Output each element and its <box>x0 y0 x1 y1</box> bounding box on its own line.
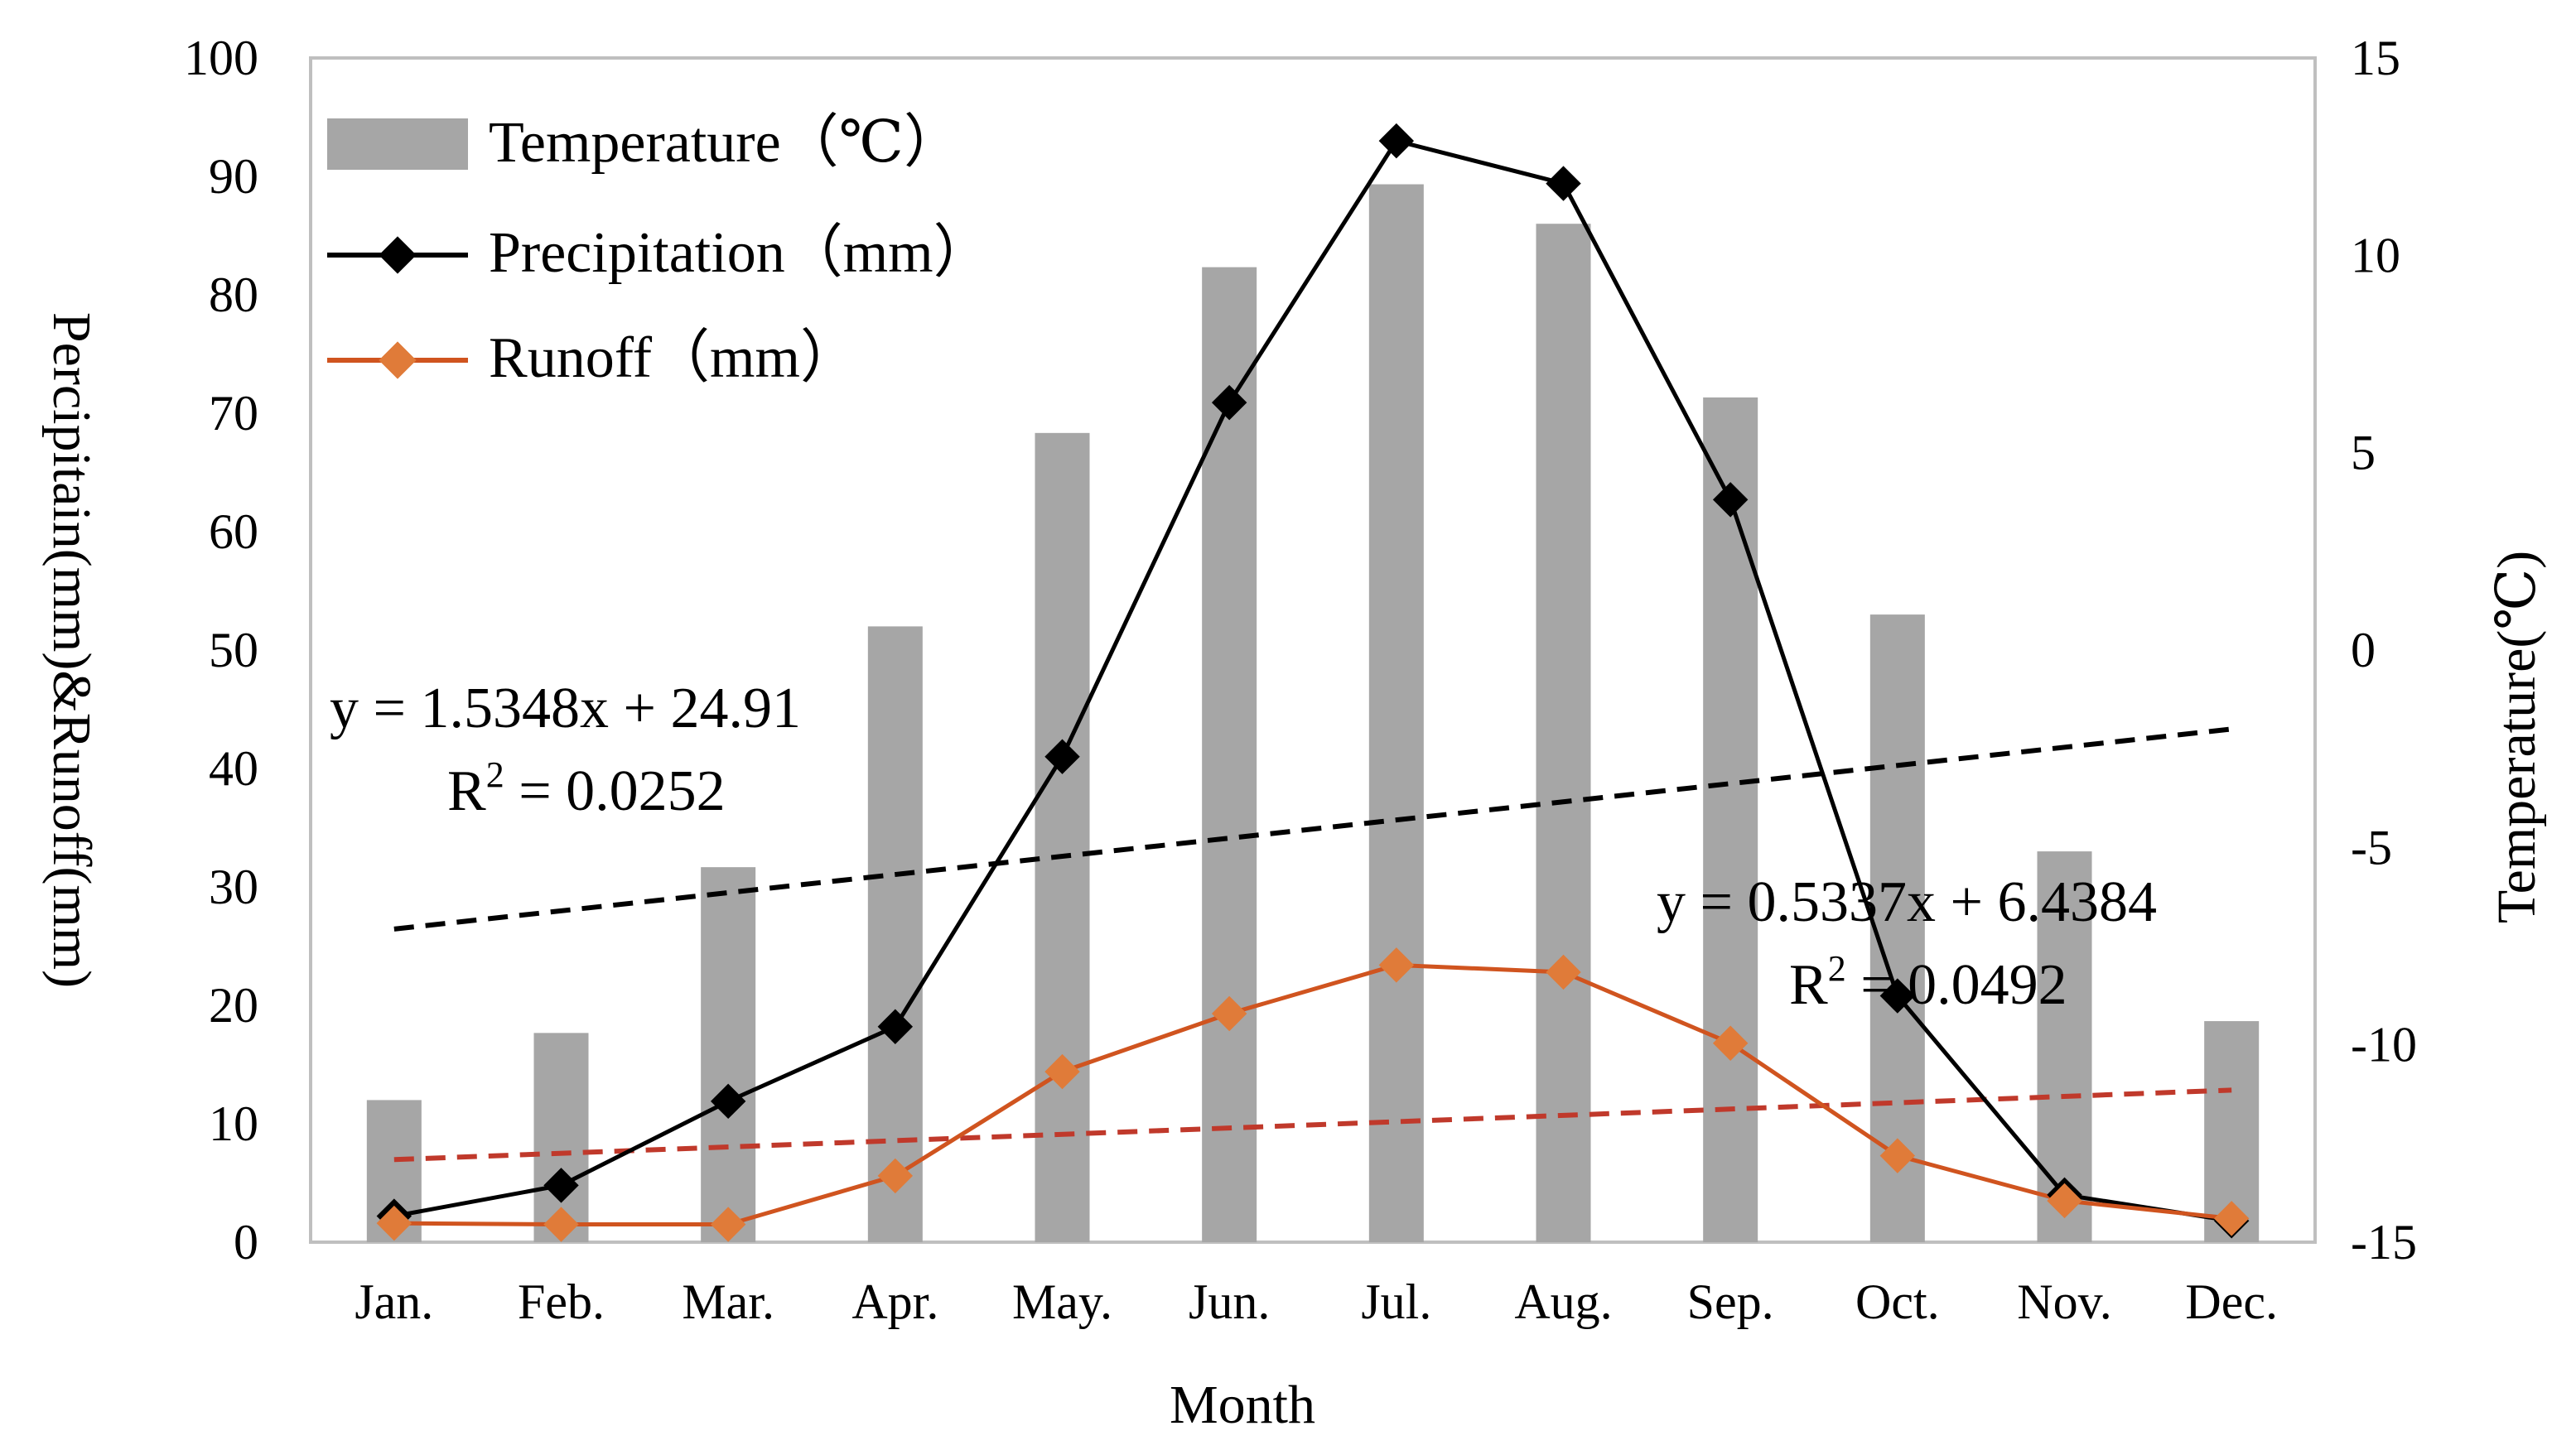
precipitation-mm-point-feb <box>543 1168 579 1203</box>
runoff-mm-line <box>393 962 2232 1227</box>
x-tick-label-mar: Mar. <box>682 1274 774 1329</box>
legend-label-temperature: Temperature（℃） <box>489 111 962 175</box>
precipitation-mm-point-aug <box>1546 166 1581 201</box>
legend-label-precipitation: Precipitation（mm） <box>489 221 991 285</box>
temperature-bar-nov <box>2037 851 2092 1242</box>
x-tick-label-may: May. <box>1012 1274 1112 1329</box>
y-right-tick-label: 10 <box>2351 228 2400 282</box>
y-axis-right-title: Temperature(℃) <box>2487 551 2547 923</box>
y-right-tick-label: 0 <box>2351 623 2376 677</box>
y-right-tick-label: 5 <box>2351 426 2376 480</box>
y-right-tick-label: -15 <box>2351 1215 2417 1270</box>
y-left-tick-label: 100 <box>184 31 258 85</box>
temperature-bar-may <box>1035 432 1090 1242</box>
x-tick-label-oct: Oct. <box>1855 1274 1940 1329</box>
trend-r2-prefix: R <box>447 759 486 823</box>
temperature-bar-oct <box>1869 614 1925 1242</box>
y-left-tick-label: 80 <box>209 267 258 322</box>
runoff-mm-point-feb <box>543 1207 579 1242</box>
precipitation-mm-point-may <box>1044 739 1080 774</box>
y-right-tick-label: -5 <box>2351 820 2392 874</box>
runoff-mm-point-oct <box>1879 1138 1916 1173</box>
runoff-mm-point-sep <box>1712 1025 1749 1061</box>
y-left-tick-label: 30 <box>209 860 258 914</box>
trend-r2-exp: 2 <box>486 754 504 795</box>
legend-label-runoff: Runoff（mm） <box>489 326 858 390</box>
precipitation-mm-point-jun <box>1211 384 1247 421</box>
x-tick-label-dec: Dec. <box>2185 1274 2278 1329</box>
trend-r2-runoff: R2 = 0.0492 <box>1789 948 2067 1017</box>
legend-marker-runoff <box>379 341 417 379</box>
x-tick-label-sep: Sep. <box>1687 1274 1774 1329</box>
temperature-bar-sep <box>1703 397 1758 1242</box>
runoff-mm-point-dec <box>2213 1201 2250 1236</box>
y-left-tick-label: 40 <box>209 741 258 796</box>
trend-r2-value: = 0.0492 <box>1846 953 2067 1017</box>
runoff-mm-trendline <box>393 1087 2232 1163</box>
runoff-mm-point-aug <box>1546 954 1581 990</box>
precipitation-mm-point-jul <box>1378 123 1415 159</box>
x-tick-label-jun: Jun. <box>1189 1274 1270 1329</box>
trend-r2-prefix: R <box>1789 953 1828 1017</box>
trend-equation-precipitation: y = 1.5348x + 24.91 <box>330 677 801 740</box>
precipitation-mm-trendline <box>393 726 2232 932</box>
precipitation-mm-line <box>393 138 2232 1223</box>
temperature-bar-mar <box>701 867 756 1242</box>
x-tick-label-apr: Apr. <box>851 1274 938 1329</box>
x-tick-label-nov: Nov. <box>2017 1274 2111 1329</box>
runoff-mm-point-jun <box>1211 995 1247 1032</box>
y-left-tick-label: 10 <box>209 1096 258 1151</box>
temperature-bar-aug <box>1536 224 1591 1243</box>
trend-r2-precipitation: R2 = 0.0252 <box>447 754 726 823</box>
y-left-tick-label: 0 <box>234 1215 258 1270</box>
runoff-mm-point-apr <box>877 1158 914 1194</box>
precipitation-mm-point-mar <box>710 1083 746 1120</box>
x-axis-title: Month <box>1170 1375 1315 1435</box>
y-left-tick-label: 90 <box>209 149 258 204</box>
temperature-bar-jun <box>1202 267 1257 1243</box>
trend-equation-runoff: y = 0.5337x + 6.4384 <box>1657 870 2157 934</box>
y-left-tick-label: 70 <box>209 386 258 441</box>
y-left-tick-label: 50 <box>209 623 258 677</box>
legend-swatch-temperature <box>327 118 468 170</box>
precipitation-mm-point-apr <box>877 1009 914 1044</box>
x-tick-label-feb: Feb. <box>518 1274 605 1329</box>
runoff-mm-point-mar <box>710 1207 746 1242</box>
y-left-tick-label: 20 <box>209 978 258 1033</box>
trend-r2-value: = 0.0252 <box>504 759 726 823</box>
trend-r2-exp: 2 <box>1828 948 1846 989</box>
runoff-mm-point-nov <box>2047 1183 2082 1219</box>
y-axis-left-title: Percipitain(mm)&Runoff(mm) <box>41 312 102 988</box>
y-right-tick-label: 15 <box>2351 31 2400 85</box>
plot-area-frame <box>309 56 2317 1244</box>
legend: Temperature（℃） Precipitation（mm） Runoff（… <box>327 111 991 390</box>
precipitation-mm-point-oct <box>1879 978 1916 1014</box>
runoff-mm-point-may <box>1044 1053 1080 1090</box>
y-left-tick-label: 60 <box>209 504 258 559</box>
x-tick-label-jan: Jan. <box>355 1274 433 1329</box>
x-tick-label-jul: Jul. <box>1361 1274 1431 1329</box>
temperature-bar-jul <box>1368 184 1424 1243</box>
x-tick-label-aug: Aug. <box>1514 1274 1612 1329</box>
runoff-mm-point-jul <box>1378 947 1415 983</box>
y-right-tick-label: -10 <box>2351 1018 2417 1072</box>
legend-marker-precipitation <box>379 236 417 274</box>
temperature-bar-apr <box>867 626 923 1242</box>
runoff-mm-point-jan <box>376 1205 412 1241</box>
